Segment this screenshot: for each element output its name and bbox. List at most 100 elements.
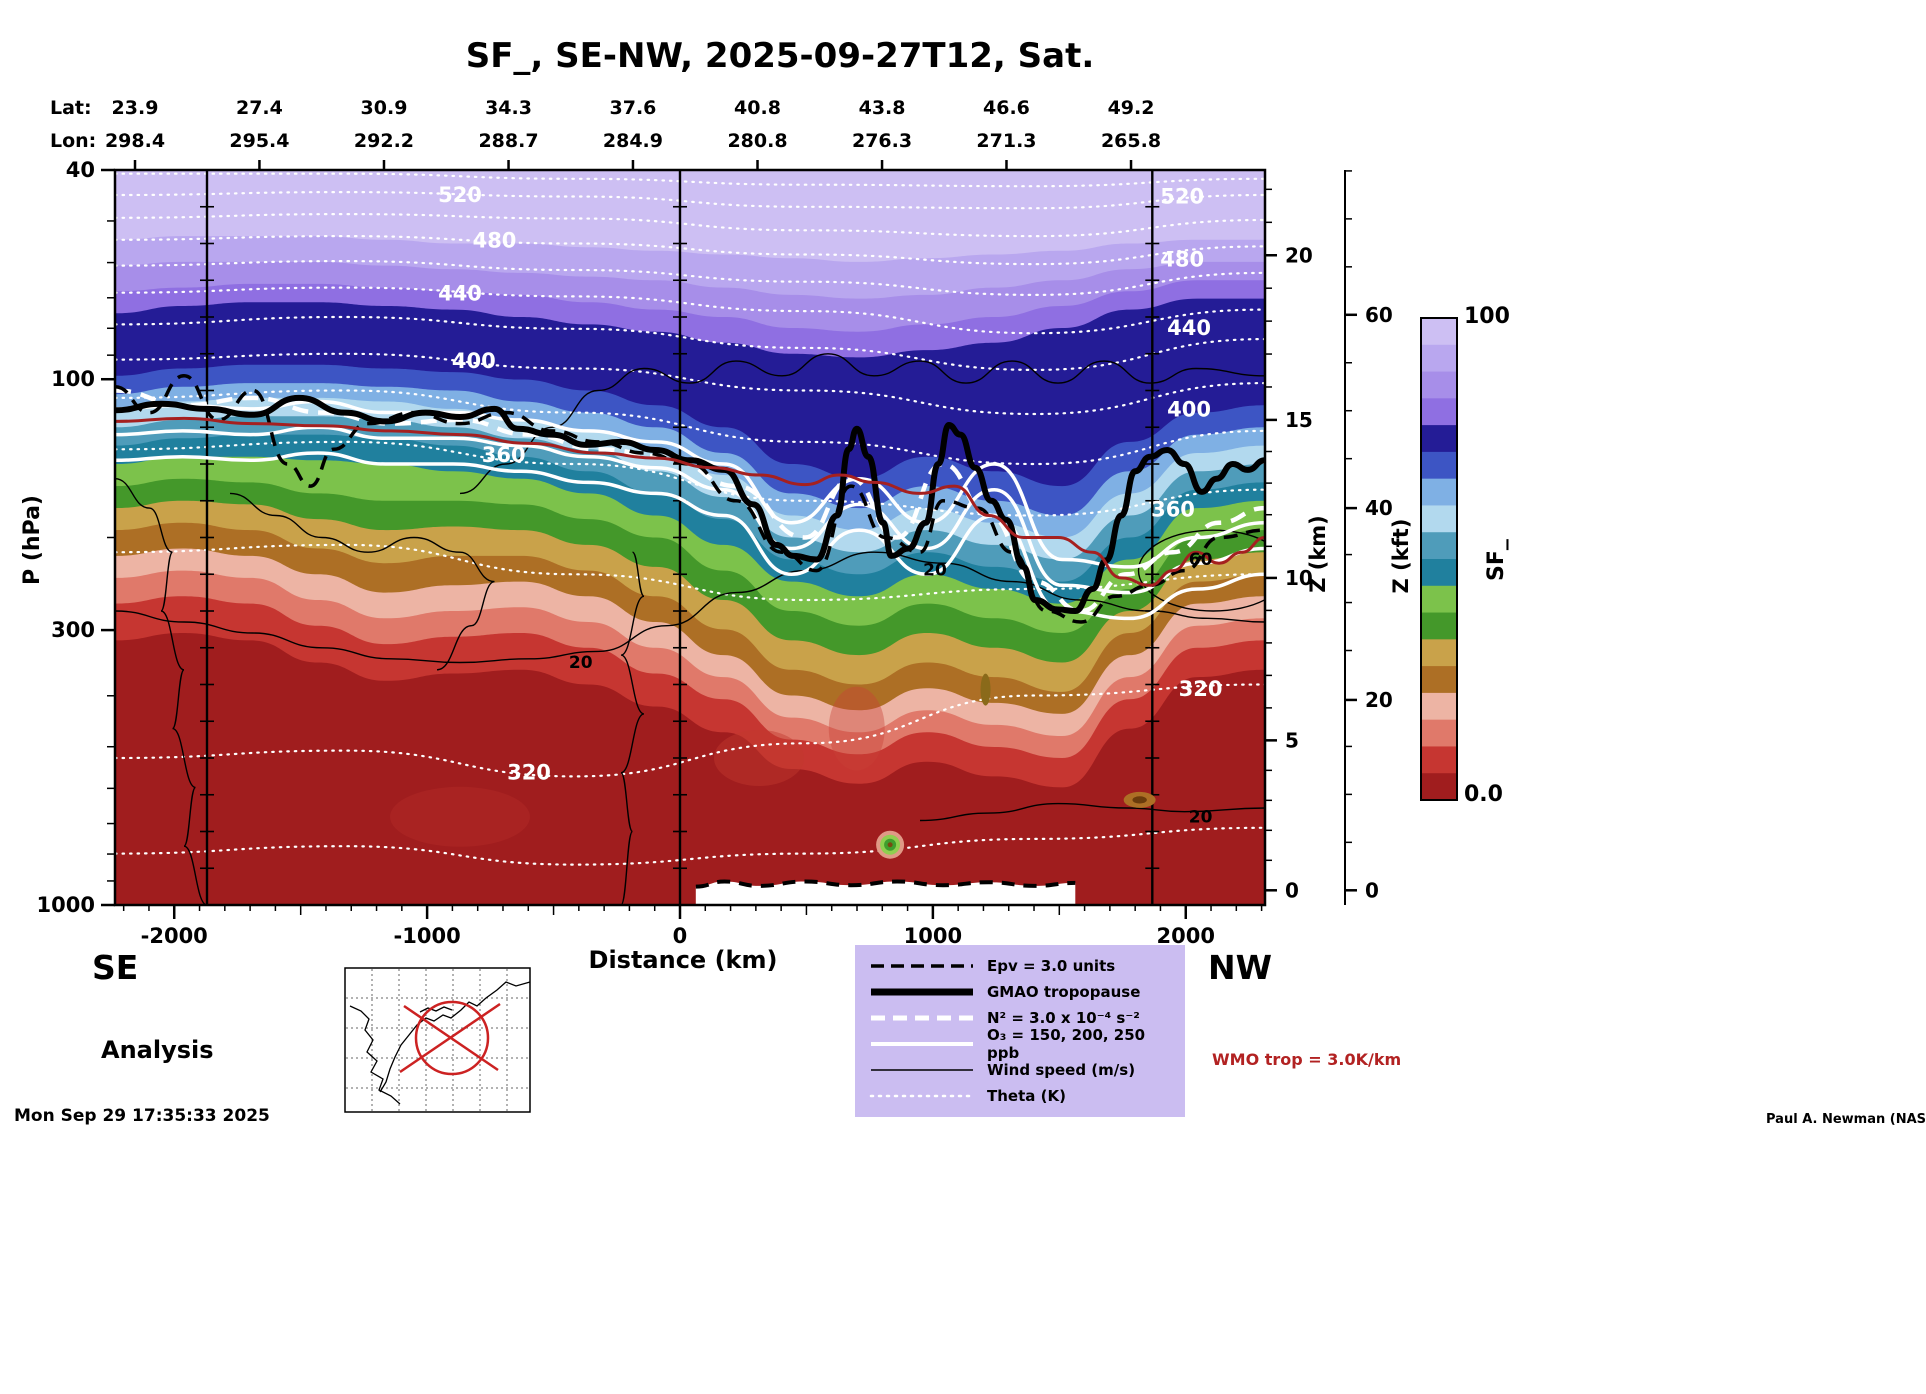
lon-value: 298.4 (104, 130, 166, 152)
n2-contour (115, 388, 1265, 614)
section-marker-lines (200, 170, 1160, 905)
lat-value: 34.3 (485, 97, 532, 119)
svg-text:20: 20 (1189, 807, 1213, 827)
svg-text:2000: 2000 (1157, 924, 1215, 948)
legend-item-n2: N² = 3.0 x 10⁻⁴ s⁻² (867, 1005, 1173, 1031)
legend-item-tropopause: GMAO tropopause (867, 979, 1173, 1005)
svg-text:10: 10 (1285, 566, 1313, 590)
lat-value: 43.8 (858, 97, 906, 119)
corner-label-nw: NW (1208, 948, 1273, 987)
lat-value: 49.2 (1107, 97, 1155, 119)
legend-item-o3: O₃ = 150, 200, 250 ppb (867, 1026, 1173, 1062)
theta-contours (115, 172, 1265, 866)
epv-line-sample (871, 964, 973, 968)
lon-value: 271.3 (976, 130, 1037, 152)
legend-item-epv: Epv = 3.0 units (867, 953, 1173, 979)
lon-row: Lon: 298.4 295.4 292.2 288.7 284.9 280.8 276.3… (0, 130, 1926, 154)
lon-value: 292.2 (353, 130, 415, 152)
wind-contours (115, 353, 1265, 905)
svg-text:400: 400 (1167, 398, 1211, 422)
svg-text:40: 40 (1365, 496, 1393, 520)
colorbar-min-label: 0.0 (1464, 782, 1503, 807)
svg-text:360: 360 (1151, 498, 1195, 522)
contour-labels: 520 520 480 480 440 440 400 400 360 360 320 320 20 20… (438, 183, 1222, 827)
z-kft-axis-label: Z (kft) (1389, 518, 1413, 594)
lon-value: 288.7 (478, 130, 539, 152)
svg-text:0: 0 (673, 924, 688, 948)
pressure-axis-label: P (hPa) (20, 495, 45, 585)
lat-row-label: Lat: (50, 97, 92, 119)
svg-text:320: 320 (1179, 677, 1223, 701)
colorbar-axis-label: SF_ (1484, 539, 1509, 581)
legend-box: Epv = 3.0 units GMAO tropopause N² = 3.0… (855, 945, 1185, 1117)
section-path-marker (399, 1000, 501, 1076)
ozone-contour (115, 425, 1265, 595)
author-credit: Paul A. Newman (NASA (1766, 1112, 1926, 1127)
svg-text:1000: 1000 (37, 893, 95, 917)
axes (101, 160, 1357, 919)
field-layers: 520 520 480 480 440 440 400 400 360 360 320 320 20 20… (115, 170, 1265, 905)
svg-text:20: 20 (569, 653, 593, 673)
svg-text:20: 20 (1285, 243, 1313, 267)
lat-value: 30.9 (360, 97, 408, 119)
lat-value: 37.6 (609, 97, 657, 119)
svg-text:20: 20 (923, 560, 947, 580)
theta-line-sample (869, 1094, 975, 1098)
svg-text:-1000: -1000 (394, 924, 461, 948)
svg-text:480: 480 (1160, 248, 1204, 272)
svg-text:300: 300 (51, 618, 95, 642)
wmo-tropopause-note: WMO trop = 3.0K/km (1212, 1050, 1402, 1069)
lat-value: 40.8 (734, 97, 781, 119)
svg-text:-2000: -2000 (141, 924, 208, 948)
lat-value: 27.4 (235, 97, 283, 119)
legend-label: N² = 3.0 x 10⁻⁴ s⁻² (987, 1009, 1140, 1027)
lat-row: Lat: 23.9 27.4 30.9 34.3 37.6 40.8 43.8 46.6 49.… (0, 97, 1926, 121)
corner-label-se: SE (92, 948, 139, 987)
svg-text:60: 60 (1365, 303, 1393, 327)
tropopause-line-sample (871, 988, 973, 996)
svg-text:1000: 1000 (904, 924, 962, 948)
legend-item-wind: Wind speed (m/s) (867, 1057, 1173, 1083)
svg-text:0: 0 (1285, 878, 1299, 902)
svg-text:440: 440 (1167, 316, 1211, 340)
inset-map (344, 967, 531, 1113)
svg-text:20: 20 (1365, 688, 1393, 712)
page-title: SF_, SE-NW, 2025-09-27T12, Sat. (465, 36, 1095, 76)
legend-label: GMAO tropopause (987, 983, 1141, 1001)
lat-value: 23.9 (111, 97, 159, 119)
svg-text:520: 520 (438, 183, 482, 207)
legend-item-theta: Theta (K) (867, 1083, 1173, 1109)
colorbar (1420, 317, 1458, 801)
z-km-axis-label: Z (km) (1306, 515, 1330, 593)
svg-text:40: 40 (66, 158, 95, 182)
epv-contour (115, 374, 1265, 624)
o3-line-sample (871, 1042, 973, 1046)
lat-value: 46.6 (983, 97, 1030, 119)
n2-line-sample (871, 1015, 973, 1021)
svg-text:480: 480 (473, 229, 517, 253)
creation-timestamp: Mon Sep 29 17:35:33 2025 (14, 1106, 270, 1126)
legend-label: Wind speed (m/s) (987, 1061, 1136, 1079)
svg-text:360: 360 (482, 443, 526, 467)
coastline (349, 981, 531, 1105)
distance-axis-label: Distance (km) (588, 946, 778, 974)
legend-label: Epv = 3.0 units (987, 957, 1116, 975)
legend-label: Theta (K) (987, 1087, 1066, 1105)
wind-line-sample (871, 1069, 973, 1071)
svg-text:440: 440 (438, 281, 482, 305)
colorbar-max-label: 100 (1464, 304, 1510, 329)
lon-value: 295.4 (229, 130, 290, 152)
svg-text:0: 0 (1365, 878, 1379, 902)
svg-text:400: 400 (452, 349, 496, 373)
lon-row-label: Lon: (50, 130, 97, 152)
legend-label: O₃ = 150, 200, 250 ppb (987, 1026, 1146, 1062)
svg-text:15: 15 (1285, 408, 1313, 432)
lon-value: 265.8 (1100, 130, 1162, 152)
svg-text:320: 320 (507, 761, 551, 785)
svg-text:520: 520 (1160, 184, 1204, 208)
svg-text:100: 100 (51, 367, 95, 391)
gmao-tropopause-line (115, 394, 1265, 614)
lon-value: 280.8 (727, 130, 788, 152)
